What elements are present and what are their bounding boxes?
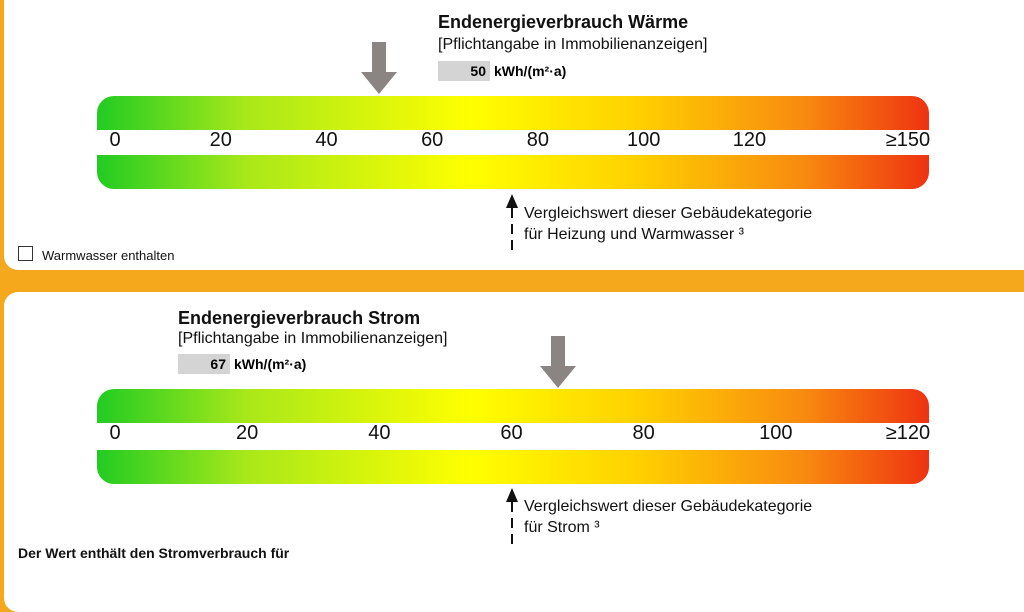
heat-subtitle: [Pflichtangabe in Immobilienanzeigen] [438,36,708,53]
power-subtitle: [Pflichtangabe in Immobilienanzeigen] [178,330,448,347]
power-scale-bar-top [97,389,929,423]
heat-scale-bar-bottom [97,155,929,189]
scale-tick-label: 0 [109,129,121,151]
scale-tick-label: 60 [500,422,523,444]
scale-tick-label: ≥150 [885,129,931,151]
heat-title: Endenergieverbrauch Wärme [438,12,689,32]
heat-scale-bar-top [97,96,929,130]
heat-comparison-arrow-icon [505,194,518,250]
power-footer-text: Der Wert enthält den Stromverbrauch für [18,545,290,561]
warmwasser-label: Warmwasser enthalten [42,248,175,263]
power-comparison-arrow-icon [505,488,518,544]
scale-tick-label: 40 [368,422,391,444]
scale-tick-label: 20 [209,129,232,151]
heat-consumption-panel: Endenergieverbrauch Wärme [Pflichtangabe… [4,0,1024,270]
heat-comparison-line1: Vergleichswert dieser Gebäudekategorie [524,205,813,222]
heat-comparison-label: Vergleichswert dieser Gebäudekategorie fü… [524,203,812,245]
power-comparison-line1: Vergleichswert dieser Gebäudekategorie [524,498,813,515]
power-comparison-line2: für Strom ³ [524,519,600,536]
heat-comparison-line2: für Heizung und Warmwasser ³ [524,226,744,243]
power-consumption-panel: Endenergieverbrauch Strom [Pflichtangabe… [4,292,1024,612]
power-value-arrow-icon [539,336,576,388]
power-title: Endenergieverbrauch Strom [178,308,421,328]
scale-tick-label: 60 [421,129,444,151]
power-comparison-label: Vergleichswert dieser Gebäudekategorie fü… [524,496,812,538]
power-scale-bar-bottom [97,450,929,484]
scale-tick-label: 80 [632,422,655,444]
power-unit: kWh/(m²·a) [234,356,307,372]
scale-tick-label: ≥120 [885,422,931,444]
scale-tick-label: 100 [626,129,661,151]
scale-tick-label: 100 [759,422,793,444]
power-value: 67 [178,354,230,374]
heat-unit: kWh/(m²·a) [494,63,567,79]
scale-tick-label: 80 [526,129,550,151]
heat-value-arrow-icon [361,42,398,94]
warmwasser-checkbox[interactable] [18,246,33,261]
scale-tick-label: 120 [732,129,767,151]
scale-tick-label: 20 [236,422,259,444]
heat-value: 50 [438,61,490,81]
scale-tick-label: 0 [109,422,121,444]
scale-tick-label: 40 [315,129,338,151]
